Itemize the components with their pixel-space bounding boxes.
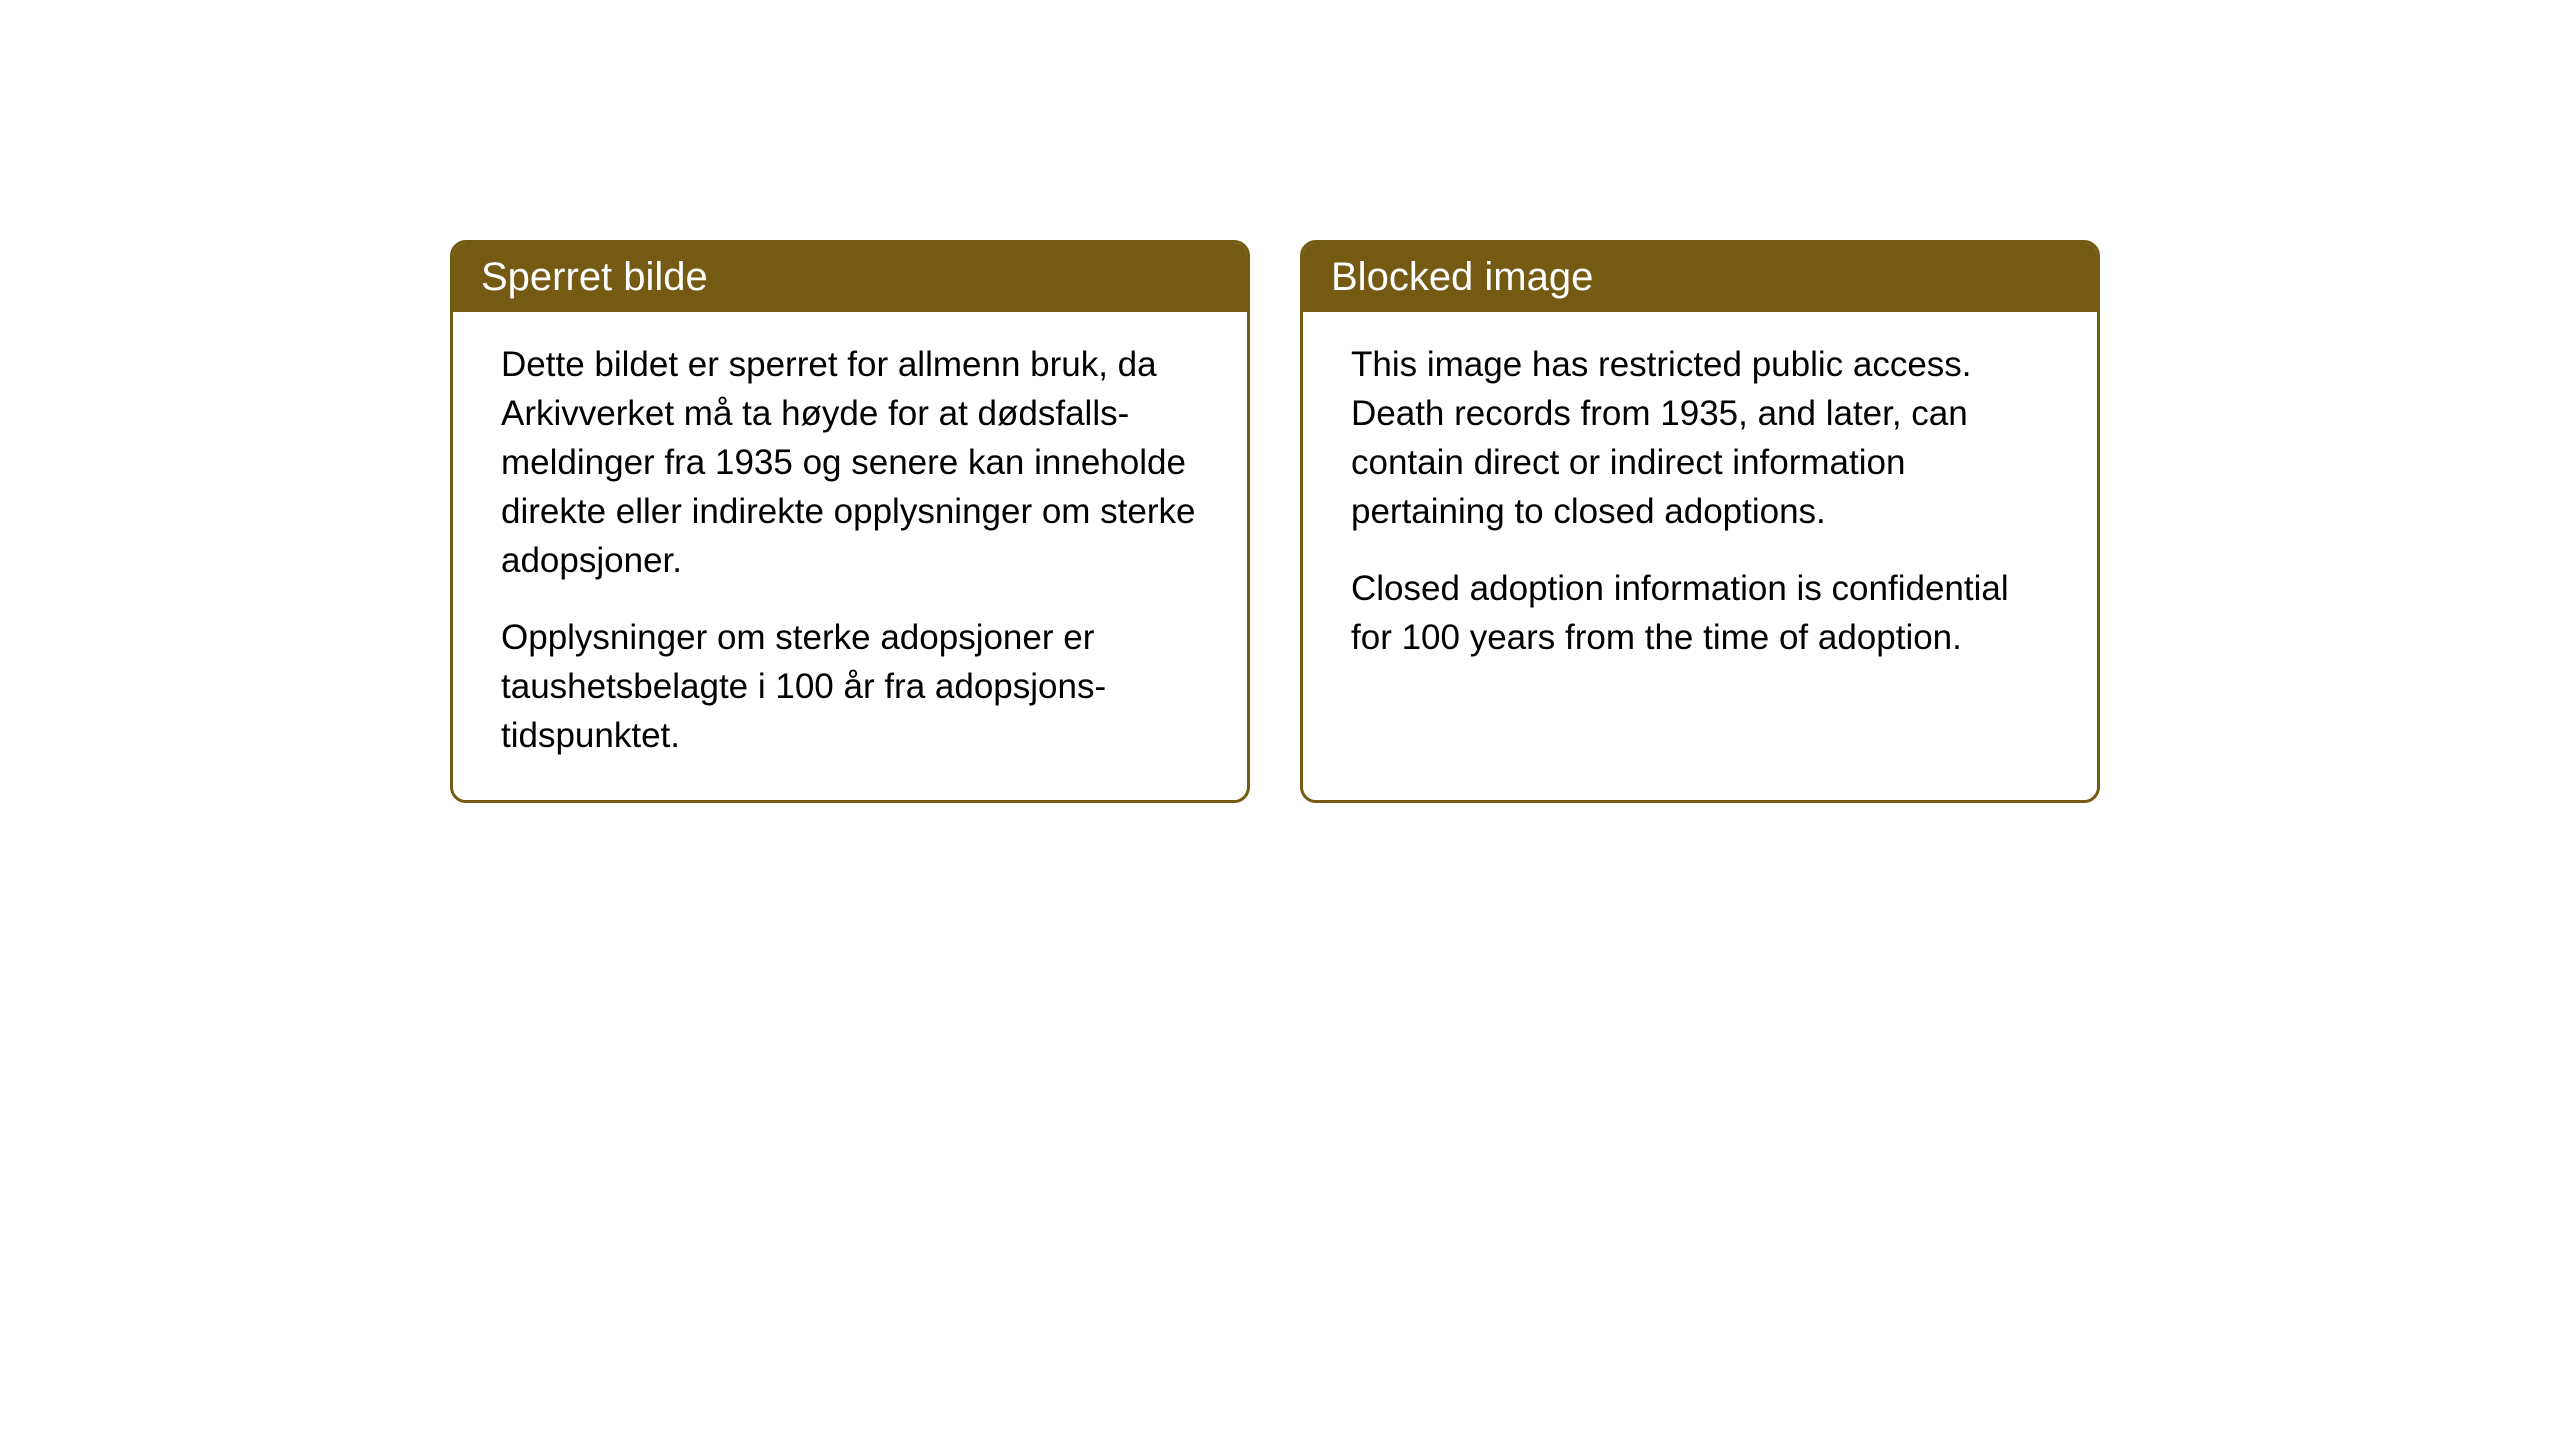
- norwegian-card-header: Sperret bilde: [453, 243, 1247, 312]
- english-card-body: This image has restricted public access.…: [1303, 312, 2097, 732]
- english-card: Blocked image This image has restricted …: [1300, 240, 2100, 803]
- english-card-header: Blocked image: [1303, 243, 2097, 312]
- english-paragraph-1: This image has restricted public access.…: [1351, 340, 2049, 536]
- english-title: Blocked image: [1331, 255, 1593, 299]
- notice-container: Sperret bilde Dette bildet er sperret fo…: [450, 240, 2100, 803]
- english-paragraph-2: Closed adoption information is confident…: [1351, 564, 2049, 662]
- norwegian-card-body: Dette bildet er sperret for allmenn bruk…: [453, 312, 1247, 800]
- norwegian-paragraph-2: Opplysninger om sterke adopsjoner er tau…: [501, 613, 1199, 760]
- norwegian-card: Sperret bilde Dette bildet er sperret fo…: [450, 240, 1250, 803]
- norwegian-title: Sperret bilde: [481, 255, 708, 299]
- norwegian-paragraph-1: Dette bildet er sperret for allmenn bruk…: [501, 340, 1199, 585]
